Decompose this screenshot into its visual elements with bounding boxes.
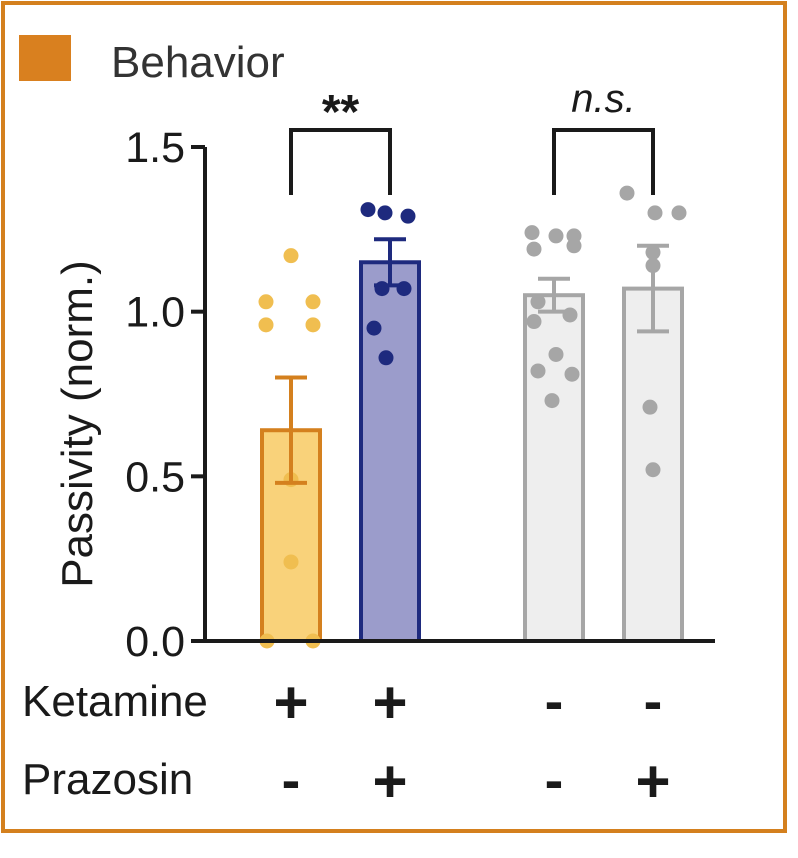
data-point-group-4 — [645, 462, 661, 478]
prazosin-sign-group-3: - — [544, 748, 564, 811]
data-point-group-3 — [564, 366, 580, 382]
y-tick-label: 1.5 — [125, 124, 185, 172]
y-tick-label: 0.0 — [125, 618, 185, 666]
data-point-group-1 — [305, 294, 321, 310]
error-bar-group-3 — [538, 276, 570, 314]
data-point-group-3 — [566, 238, 582, 254]
prazosin-row-label: Prazosin — [22, 755, 194, 804]
prazosin-sign-group-2: + — [372, 748, 408, 815]
comparison-label-2: n.s. — [571, 77, 635, 121]
data-point-group-2 — [366, 320, 382, 336]
data-point-group-4 — [642, 399, 658, 415]
ketamine-sign-group-3: - — [544, 669, 564, 732]
data-point-group-1 — [305, 317, 321, 333]
legend-color-square — [19, 35, 71, 81]
ketamine-sign-group-4: - — [643, 669, 663, 732]
data-point-group-1 — [283, 554, 299, 570]
data-point-group-3 — [530, 363, 546, 379]
bar-group-3 — [523, 293, 585, 643]
data-point-group-2 — [400, 208, 416, 224]
data-point-group-3 — [524, 225, 540, 241]
data-point-group-1 — [258, 294, 274, 310]
error-bar-group-4 — [637, 243, 669, 334]
data-point-group-3 — [530, 294, 546, 310]
data-point-group-1 — [283, 248, 299, 264]
data-point-group-2 — [377, 205, 393, 221]
prazosin-sign-group-1: - — [281, 748, 301, 811]
bar-group-2 — [359, 260, 421, 643]
y-axis-label: Passivity (norm.) — [53, 260, 102, 588]
data-point-group-3 — [548, 228, 564, 244]
y-tick-label: 1.0 — [125, 289, 185, 337]
comparison-bracket-1 — [289, 128, 392, 195]
data-point-group-3 — [526, 314, 542, 330]
data-point-group-2 — [360, 202, 376, 218]
data-point-group-3 — [526, 241, 542, 257]
data-point-group-3 — [548, 346, 564, 362]
comparison-label-1: ** — [322, 86, 360, 139]
ketamine-row-label: Ketamine — [22, 677, 208, 726]
prazosin-sign-group-4: + — [635, 748, 671, 815]
data-point-group-4 — [671, 205, 687, 221]
error-bar-group-2 — [374, 237, 406, 288]
data-point-group-1 — [258, 317, 274, 333]
error-bar-group-1 — [275, 375, 307, 485]
data-point-group-4 — [619, 185, 635, 201]
y-tick-label: 0.5 — [125, 453, 185, 501]
data-point-group-4 — [647, 205, 663, 221]
data-point-group-2 — [378, 350, 394, 366]
data-point-group-3 — [544, 393, 560, 409]
ketamine-sign-group-2: + — [372, 669, 408, 736]
comparison-bracket-2 — [552, 128, 655, 195]
panel-title: Behavior — [111, 38, 285, 87]
ketamine-sign-group-1: + — [273, 669, 309, 736]
